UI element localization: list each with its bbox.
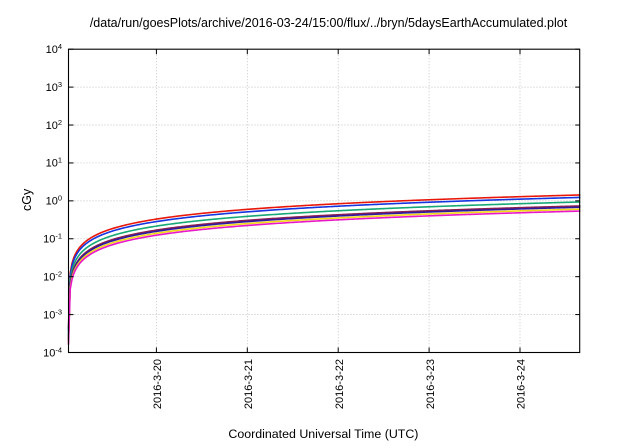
svg-text:103: 103 xyxy=(46,80,62,94)
svg-text:/data/run/goesPlots/archive/20: /data/run/goesPlots/archive/2016-03-24/1… xyxy=(90,16,568,30)
svg-text:10-2: 10-2 xyxy=(43,270,62,284)
svg-text:2016-3-21: 2016-3-21 xyxy=(243,359,255,409)
svg-text:101: 101 xyxy=(46,156,62,170)
svg-text:2016-3-23: 2016-3-23 xyxy=(425,359,437,409)
svg-text:10-3: 10-3 xyxy=(43,307,62,321)
svg-text:2016-3-24: 2016-3-24 xyxy=(516,359,528,409)
svg-text:2016-3-20: 2016-3-20 xyxy=(152,359,164,409)
svg-text:cGy: cGy xyxy=(20,188,34,211)
svg-text:10-4: 10-4 xyxy=(43,345,62,359)
svg-text:10-1: 10-1 xyxy=(43,232,62,246)
svg-text:104: 104 xyxy=(46,42,62,56)
svg-text:2016-3-22: 2016-3-22 xyxy=(334,359,346,409)
svg-text:100: 100 xyxy=(46,194,62,208)
svg-text:102: 102 xyxy=(46,118,62,132)
svg-text:Coordinated Universal Time (UT: Coordinated Universal Time (UTC) xyxy=(228,427,418,441)
